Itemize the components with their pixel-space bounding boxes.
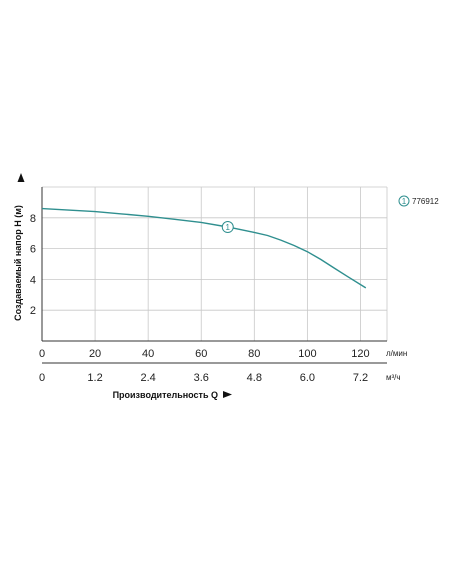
x-unit-primary: л/мин — [386, 349, 407, 358]
data-point — [41, 207, 43, 209]
y-tick-label: 8 — [30, 213, 36, 225]
data-point — [293, 244, 295, 246]
data-point — [280, 239, 282, 241]
x-tick-label: 0 — [39, 348, 45, 360]
x-axis-arrow-icon — [223, 391, 232, 398]
y-tick-label: 2 — [30, 305, 36, 317]
x-tick-label: 20 — [89, 348, 101, 360]
x-tick-label-secondary: 7.2 — [353, 372, 368, 384]
data-point — [253, 231, 255, 233]
x-tick-label-secondary: 2.4 — [141, 372, 156, 384]
x-tick-labels-secondary: 0 1.2 2.4 3.6 4.8 6.0 7.2 — [39, 372, 368, 384]
data-point — [67, 209, 69, 211]
y-axis-title-group: Создаваемый напор H (м) — [13, 205, 23, 321]
legend-marker-label: 1 — [402, 197, 407, 206]
data-point — [147, 215, 149, 217]
x-tick-label: 80 — [248, 348, 260, 360]
x-tick-label-secondary: 4.8 — [247, 372, 262, 384]
y-axis-arrow-icon — [17, 173, 25, 182]
data-point — [120, 213, 122, 215]
x-tick-label-secondary: 3.6 — [194, 372, 209, 384]
x-unit-secondary: м³/ч — [386, 373, 401, 382]
data-point — [346, 275, 348, 277]
gridlines — [42, 186, 388, 341]
y-tick-labels: 2 4 6 8 — [30, 213, 36, 317]
legend-entry-code: 776912 — [412, 197, 439, 206]
data-point — [365, 287, 367, 289]
data-point — [319, 258, 321, 260]
y-tick-label: 4 — [30, 274, 36, 286]
series-line — [41, 207, 367, 289]
y-axis-title: Создаваемый напор H (м) — [13, 205, 23, 321]
curve-marker-label: 1 — [226, 223, 231, 232]
legend: 1 776912 — [398, 195, 439, 207]
data-point — [94, 210, 96, 212]
x-tick-label: 100 — [298, 348, 316, 360]
data-point — [200, 221, 202, 223]
data-point — [266, 234, 268, 236]
data-point — [333, 267, 335, 269]
x-tick-label: 60 — [195, 348, 207, 360]
data-point — [306, 250, 308, 252]
x-axis-title: Производительность Q — [113, 390, 218, 400]
x-tick-labels-primary: 0 20 40 60 80 100 120 — [39, 348, 370, 360]
x-tick-label-secondary: 0 — [39, 372, 45, 384]
series-lines — [41, 207, 367, 289]
data-point — [173, 218, 175, 220]
axes — [41, 187, 387, 364]
x-tick-label: 120 — [351, 348, 369, 360]
y-tick-label: 6 — [30, 244, 36, 256]
legend-marker-icon — [398, 195, 410, 207]
curve-marker-icon — [221, 221, 234, 234]
x-axis-title-group: Производительность Q — [113, 390, 232, 400]
x-tick-label: 40 — [142, 348, 154, 360]
x-tick-label-secondary: 6.0 — [300, 372, 315, 384]
series-markers: 1 — [41, 207, 367, 289]
x-tick-label-secondary: 1.2 — [87, 372, 102, 384]
